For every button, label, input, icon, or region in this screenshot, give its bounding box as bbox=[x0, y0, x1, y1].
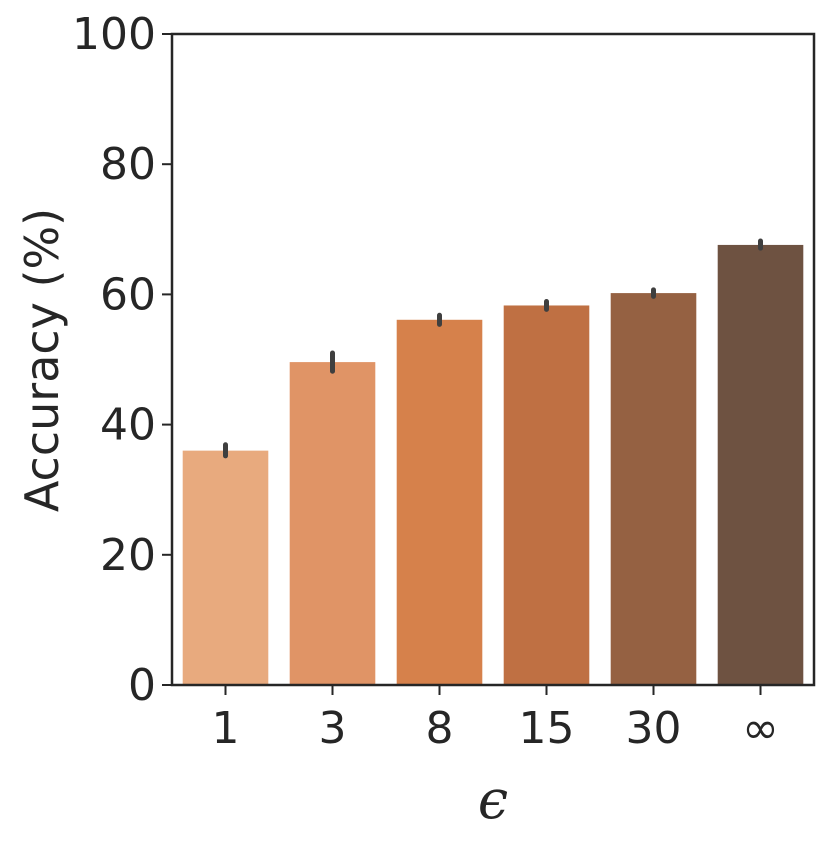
y-tick-label-6: 100 bbox=[72, 9, 156, 60]
plot-area bbox=[182, 238, 804, 686]
x-tick-label-4: 15 bbox=[519, 703, 575, 754]
x-tick-label-6: ∞ bbox=[742, 703, 779, 754]
bar-4 bbox=[503, 305, 590, 685]
x-tick-label-1: 1 bbox=[212, 703, 240, 754]
x-tick-label-2: 3 bbox=[319, 703, 347, 754]
plot-frame bbox=[170, 32, 816, 687]
x-tick-label-3: 8 bbox=[426, 703, 454, 754]
bar-5 bbox=[610, 293, 697, 685]
y-tick-label-2: 20 bbox=[100, 530, 156, 581]
y-tick-label-3: 40 bbox=[100, 400, 156, 451]
y-tick-label-1: 0 bbox=[128, 660, 156, 711]
y-tick-label-4: 60 bbox=[100, 269, 156, 320]
y-axis-label: Accuracy (%) bbox=[15, 208, 69, 512]
x-axis-label: ϵ bbox=[478, 768, 508, 831]
bar-1 bbox=[182, 450, 269, 685]
x-tick-label-5: 30 bbox=[626, 703, 682, 754]
y-tick-label-5: 80 bbox=[100, 139, 156, 190]
bar-2 bbox=[289, 362, 376, 685]
axes: 1 3 8 15 30 ∞ 0 20 40 60 80 100 bbox=[72, 9, 816, 754]
bar-3 bbox=[396, 319, 483, 685]
bar-6 bbox=[717, 244, 804, 686]
